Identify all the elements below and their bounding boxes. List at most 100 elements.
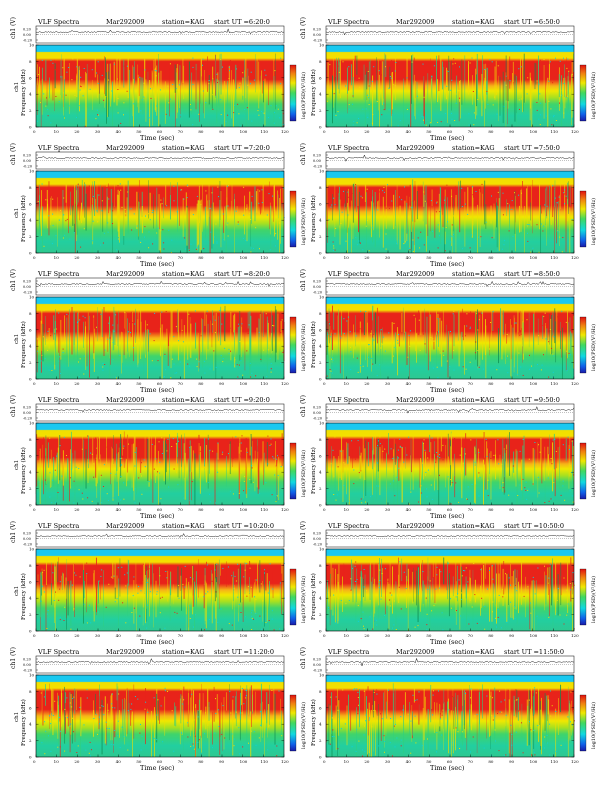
panel-start-time: start UT =8:50:0: [504, 270, 560, 278]
panel-date: Mar292009: [396, 648, 434, 656]
y-axis-label: Frequency (kHz): [20, 195, 27, 242]
x-tick-label: 80: [198, 129, 204, 134]
spectrogram-field: [36, 45, 284, 127]
x-tick-label: 20: [74, 507, 80, 512]
x-tick-label: 70: [468, 381, 474, 386]
y-tick-label: 0: [29, 503, 32, 508]
y-tick-label: 4: [319, 596, 322, 601]
x-tick-label: 40: [406, 759, 412, 764]
x-axis-label: Time (sec): [430, 386, 465, 394]
y-axis-label: Frequency (kHz): [20, 321, 27, 368]
panel-title: VLF Spectra: [327, 144, 369, 152]
x-tick-label: 70: [178, 129, 184, 134]
spectrogram-field: [326, 675, 574, 757]
panel-station: station=KAG: [452, 144, 495, 152]
waveform-tick-label: -0.20: [23, 39, 32, 43]
panel-6: VLF Spectra Mar292009 station=KAG start UT …: [300, 269, 597, 394]
y-tick-label: 0: [319, 503, 322, 508]
x-tick-label: 80: [488, 255, 494, 260]
y-tick-label: 10: [319, 169, 325, 174]
x-tick-label: 20: [364, 255, 370, 260]
x-tick-label: 40: [116, 507, 122, 512]
waveform-tick-label: 0.00: [313, 33, 321, 37]
x-tick-label: 0: [33, 507, 36, 512]
waveform-tick-label: 0.20: [313, 280, 321, 284]
panel-start-time: start UT =7:20:0: [214, 144, 270, 152]
panel-station: station=KAG: [162, 522, 205, 530]
x-tick-label: 90: [219, 507, 225, 512]
x-tick-label: 30: [385, 381, 391, 386]
y-tick-label: 2: [319, 234, 322, 239]
x-tick-label: 20: [364, 507, 370, 512]
x-tick-label: 30: [385, 507, 391, 512]
y-tick-label: 2: [319, 486, 322, 491]
x-tick-label: 40: [116, 255, 122, 260]
x-axis-label: Time (sec): [140, 512, 175, 520]
waveform-tick-label: 0.20: [313, 406, 321, 410]
y-tick-label: 2: [29, 738, 32, 743]
waveform-tick-label: -0.20: [23, 291, 32, 295]
waveform-ylabel: ch1 (V): [300, 269, 307, 291]
x-tick-label: 40: [406, 507, 412, 512]
y-axis-label: Frequency (kHz): [310, 195, 317, 242]
y-tick-label: 10: [29, 421, 35, 426]
waveform-tick-label: 0.00: [313, 411, 321, 415]
x-tick-label: 120: [281, 255, 289, 260]
panel-date: Mar292009: [396, 270, 434, 278]
panel-date: Mar292009: [396, 396, 434, 404]
x-tick-label: 20: [74, 255, 80, 260]
x-axis-label: Time (sec): [430, 764, 465, 772]
waveform-tick-label: -0.20: [313, 417, 322, 421]
x-tick-label: 30: [95, 633, 101, 638]
y-tick-label: 8: [29, 311, 32, 316]
x-tick-label: 100: [530, 633, 538, 638]
x-tick-label: 40: [116, 633, 122, 638]
spectrogram-streaks: [327, 557, 575, 631]
y-tick-label: 10: [29, 547, 35, 552]
x-axis-label: Time (sec): [140, 638, 175, 646]
y-tick-label: 0: [319, 755, 322, 760]
colorbar-label: log10(PSD)(V²/Hz): [300, 450, 307, 497]
panel-3: VLF Spectra Mar292009 station=KAG start UT …: [10, 143, 307, 268]
waveform-trace: [35, 658, 285, 665]
colorbar: [289, 316, 297, 374]
x-tick-label: 0: [33, 633, 36, 638]
panel-start-time: start UT =7:50:0: [504, 144, 560, 152]
x-tick-label: 80: [198, 381, 204, 386]
panel-9: VLF Spectra Mar292009 station=KAG start UT …: [10, 521, 307, 646]
x-tick-label: 0: [323, 759, 326, 764]
waveform-tick-label: 0.00: [23, 159, 31, 163]
x-tick-label: 120: [571, 633, 579, 638]
y-axis-channel-label: ch1: [14, 334, 20, 344]
waveform-ylabel: ch1 (V): [10, 143, 17, 165]
x-tick-label: 30: [385, 255, 391, 260]
colorbar-label: log10(PSD)(V²/Hz): [590, 324, 597, 371]
x-tick-label: 50: [136, 633, 142, 638]
waveform-trace: [35, 533, 285, 538]
y-tick-label: 4: [319, 92, 322, 97]
x-tick-label: 60: [157, 633, 163, 638]
colorbar: [289, 190, 297, 248]
y-tick-label: 0: [29, 125, 32, 130]
x-tick-label: 0: [33, 381, 36, 386]
y-tick-label: 4: [29, 344, 32, 349]
x-axis-label: Time (sec): [430, 134, 465, 142]
panel-date: Mar292009: [106, 396, 144, 404]
colorbar: [579, 442, 587, 500]
x-tick-label: 50: [426, 633, 432, 638]
waveform-tick-label: 0.20: [23, 406, 31, 410]
panel-title: VLF Spectra: [37, 144, 79, 152]
spectrogram-streaks: [326, 305, 574, 379]
waveform-tick-label: -0.20: [23, 165, 32, 169]
y-tick-label: 2: [319, 738, 322, 743]
y-axis-label: Frequency (kHz): [20, 699, 27, 746]
panel-date: Mar292009: [106, 144, 144, 152]
spectrogram-streaks: [37, 557, 285, 632]
y-tick-label: 10: [319, 673, 325, 678]
waveform-tick-label: 0.20: [23, 28, 31, 32]
colorbar: [579, 316, 587, 374]
waveform-tick-label: 0.00: [23, 285, 31, 289]
panel-start-time: start UT =6:50:0: [504, 18, 560, 26]
x-tick-label: 50: [426, 255, 432, 260]
